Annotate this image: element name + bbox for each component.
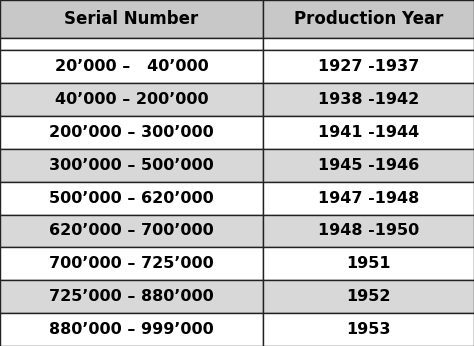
Bar — [0, 38, 263, 50]
Bar — [263, 38, 474, 50]
Bar — [0, 116, 263, 149]
Bar — [263, 313, 474, 346]
Bar — [0, 313, 263, 346]
Bar — [263, 149, 474, 182]
Text: 880’000 – 999’000: 880’000 – 999’000 — [49, 322, 214, 337]
Bar — [0, 83, 263, 116]
Text: 1927 -1937: 1927 -1937 — [318, 59, 419, 74]
Text: 40’000 – 200’000: 40’000 – 200’000 — [55, 92, 209, 107]
Bar — [0, 247, 263, 280]
Text: 1953: 1953 — [346, 322, 391, 337]
Bar — [0, 280, 263, 313]
Text: 20’000 –   40’000: 20’000 – 40’000 — [55, 59, 209, 74]
Text: 1948 -1950: 1948 -1950 — [318, 224, 419, 238]
Bar — [263, 280, 474, 313]
Bar — [0, 0, 263, 38]
Text: 725’000 – 880’000: 725’000 – 880’000 — [49, 289, 214, 304]
Bar — [263, 50, 474, 83]
Bar — [0, 215, 263, 247]
Text: 1952: 1952 — [346, 289, 391, 304]
Text: 700’000 – 725’000: 700’000 – 725’000 — [49, 256, 214, 271]
Bar — [263, 247, 474, 280]
Text: 1941 -1944: 1941 -1944 — [318, 125, 419, 140]
Text: Production Year: Production Year — [294, 10, 443, 28]
Text: 1945 -1946: 1945 -1946 — [318, 158, 419, 173]
Bar — [263, 215, 474, 247]
Text: 300’000 – 500’000: 300’000 – 500’000 — [49, 158, 214, 173]
Text: 1947 -1948: 1947 -1948 — [318, 191, 419, 206]
Text: 200’000 – 300’000: 200’000 – 300’000 — [49, 125, 214, 140]
Bar — [263, 116, 474, 149]
Bar — [263, 0, 474, 38]
Bar — [0, 182, 263, 215]
Text: 1951: 1951 — [346, 256, 391, 271]
Bar — [0, 149, 263, 182]
Text: Serial Number: Serial Number — [64, 10, 199, 28]
Bar — [0, 50, 263, 83]
Bar — [263, 83, 474, 116]
Text: 620’000 – 700’000: 620’000 – 700’000 — [49, 224, 214, 238]
Text: 1938 -1942: 1938 -1942 — [318, 92, 419, 107]
Text: 500’000 – 620’000: 500’000 – 620’000 — [49, 191, 214, 206]
Bar — [263, 182, 474, 215]
